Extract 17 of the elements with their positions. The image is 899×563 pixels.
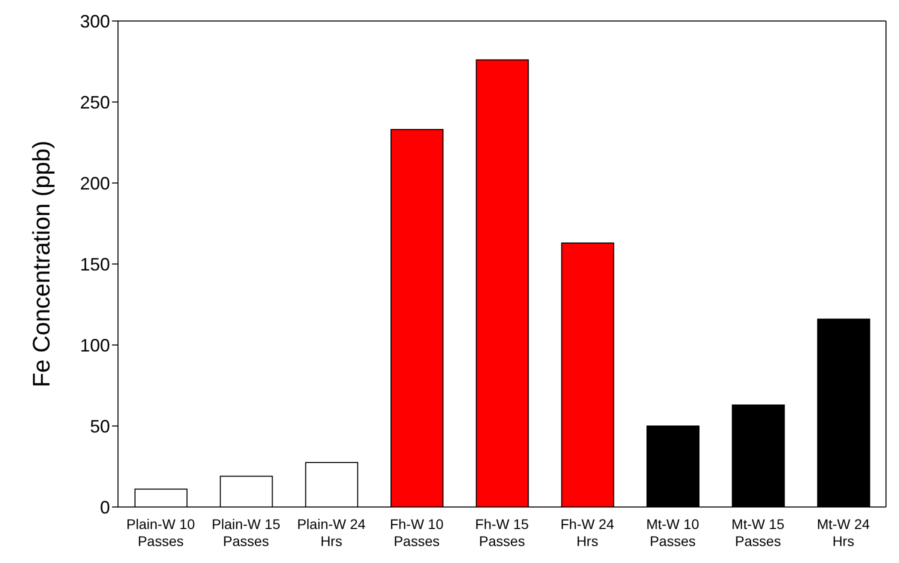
x-tick-label: Fh-W 15 Passes [475, 516, 530, 549]
x-tick-label: Mt-W 15 Passes [732, 516, 785, 549]
x-tick-label: Plain-W 24 Hrs [297, 516, 366, 549]
y-tick-label: 0 [100, 497, 110, 518]
y-tick-label: 100 [80, 335, 110, 356]
x-tick-label: Plain-W 10 Passes [126, 516, 196, 549]
y-tick-label: 50 [90, 416, 110, 436]
x-tick-label: Fh-W 10 Passes [390, 516, 444, 549]
y-tick-label: 300 [80, 11, 110, 32]
y-tick-label: 150 [80, 254, 110, 274]
x-tick-label: Fh-W 24 Hrs [560, 516, 614, 549]
x-tick-label: Plain-W 15 Passes [212, 516, 280, 549]
y-tick-label: 200 [80, 173, 110, 194]
y-tick-label: 250 [80, 92, 110, 112]
x-tick-label: Mt-W 10 Passes [646, 516, 700, 549]
y-axis-title: Fe Concentration (ppb) [28, 140, 56, 388]
x-tick-label: Mt-W 24 Hrs [816, 516, 870, 549]
